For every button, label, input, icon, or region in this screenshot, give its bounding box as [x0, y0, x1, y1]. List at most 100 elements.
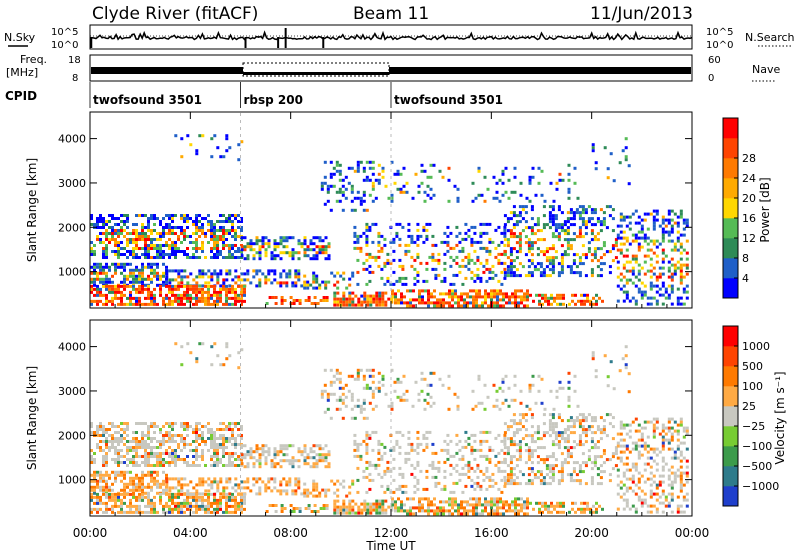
velocity-cell [637, 423, 641, 427]
power-cell [625, 269, 629, 273]
power-cell [186, 299, 189, 303]
velocity-cell [120, 470, 123, 474]
power-cell [123, 287, 126, 291]
power-cell [273, 239, 277, 243]
power-cell [578, 205, 582, 209]
power-cell [213, 226, 216, 229]
power-cell [661, 236, 665, 240]
power-cell [372, 300, 376, 304]
velocity-cell [141, 510, 144, 514]
velocity-cell [386, 484, 390, 488]
power-cell [619, 248, 623, 252]
power-cell [380, 249, 384, 253]
power-cell [120, 226, 123, 229]
power-cell [105, 250, 108, 253]
velocity-cell [566, 449, 570, 453]
power-cell [225, 232, 228, 235]
power-cell [377, 178, 381, 182]
power-cell [587, 217, 591, 221]
velocity-cell [484, 500, 487, 504]
power-cell [503, 228, 507, 232]
power-cell [204, 281, 208, 285]
power-cell [476, 240, 480, 244]
power-cell [530, 226, 534, 230]
power-cell [685, 224, 689, 228]
velocity-cell [670, 486, 674, 490]
velocity-cell [451, 497, 454, 501]
power-cell [467, 255, 471, 259]
power-cell [309, 239, 313, 243]
power-cell [550, 296, 553, 300]
velocity-cell [105, 455, 108, 458]
power-cell [424, 301, 427, 305]
power-cell [469, 295, 472, 299]
velocity-cell [153, 507, 156, 511]
power-cell [416, 234, 420, 238]
power-cell [216, 229, 219, 232]
velocity-cell [231, 495, 234, 499]
power-cell [219, 226, 222, 229]
velocity-cell [578, 422, 582, 426]
velocity-cell [544, 504, 547, 508]
velocity-cell [189, 449, 192, 452]
power-cell [213, 253, 216, 256]
power-cell [466, 295, 469, 299]
velocity-cell [412, 506, 415, 510]
velocity-cell [270, 462, 274, 466]
power-cell [195, 250, 198, 253]
power-cell [441, 175, 445, 179]
velocity-cell [210, 443, 213, 446]
power-cell [180, 302, 183, 306]
velocity-cell [545, 464, 549, 468]
velocity-cell [243, 444, 247, 448]
power-cell [670, 230, 674, 234]
velocity-cell [649, 495, 653, 499]
power-cell [608, 214, 612, 218]
velocity-cell [434, 475, 438, 479]
velocity-cell [255, 480, 259, 484]
velocity-cell [111, 446, 114, 449]
power-cell [240, 236, 244, 240]
velocity-cell [409, 512, 412, 516]
velocity-cell [246, 477, 250, 481]
power-cell [509, 271, 513, 275]
power-cell [528, 181, 532, 185]
velocity-cell [664, 432, 668, 436]
velocity-cell [551, 464, 555, 468]
velocity-cell [646, 456, 650, 460]
power-cell [336, 303, 340, 307]
velocity-cell [590, 431, 594, 435]
velocity-cell [676, 510, 680, 514]
power-cell [201, 134, 205, 138]
velocity-cell [457, 506, 460, 510]
power-cell [448, 304, 451, 308]
velocity-cell [451, 512, 454, 516]
velocity-cell [150, 446, 153, 449]
power-cell [189, 272, 193, 276]
power-cell [512, 235, 516, 239]
power-cell [180, 229, 183, 232]
velocity-cell [312, 482, 316, 486]
power-cell [423, 169, 427, 173]
power-cell [237, 158, 241, 162]
power-cell [551, 244, 555, 248]
velocity-cell [503, 446, 507, 450]
velocity-cell [590, 467, 594, 471]
velocity-cell [351, 505, 355, 509]
velocity-cell [294, 459, 298, 463]
velocity-cell [631, 447, 635, 451]
power-cell [288, 251, 292, 255]
power-cell [326, 190, 330, 194]
power-cell [150, 214, 153, 217]
power-cell [535, 293, 538, 297]
power-cell [135, 241, 138, 244]
power-cell [93, 283, 96, 287]
velocity-cell [105, 507, 108, 511]
power-cell [534, 193, 538, 197]
velocity-cell [252, 450, 256, 454]
power-cell [583, 293, 586, 297]
velocity-cell [470, 433, 474, 437]
power-cell [240, 290, 243, 294]
velocity-cell [174, 504, 177, 508]
velocity-cell [153, 455, 156, 458]
